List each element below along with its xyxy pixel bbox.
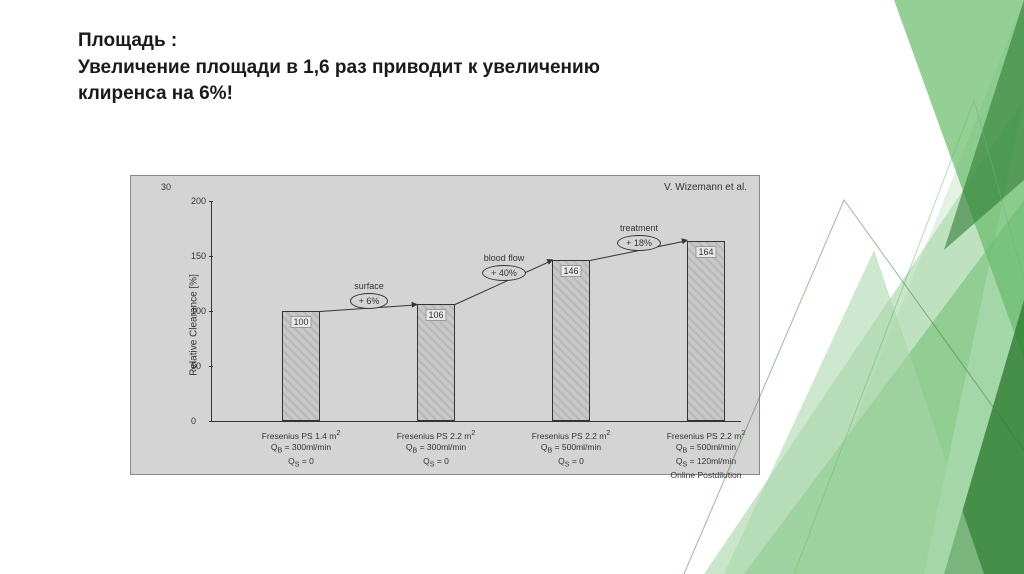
title-line-3: клиренса на 6%! (78, 81, 728, 108)
x-label-3: Fresenius PS 2.2 m2QB = 500ml/minQS = 12… (651, 429, 761, 481)
y-tick-label: 150 (191, 251, 206, 261)
bar-value-2: 146 (560, 265, 581, 277)
bar-1: 106 (417, 304, 455, 421)
clearance-chart: 30 V. Wizemann et al. Relative Clearance… (130, 175, 760, 475)
y-tick-label: 100 (191, 306, 206, 316)
bar-value-1: 106 (425, 309, 446, 321)
bar-value-0: 100 (290, 316, 311, 328)
title-line-1: Площадь : (78, 28, 728, 55)
y-tick-label: 50 (191, 361, 201, 371)
annotation-1: blood flow+ 40% (474, 253, 534, 281)
bar-value-3: 164 (695, 246, 716, 258)
plot-area: 100Fresenius PS 1.4 m2QB = 300ml/minQS =… (211, 201, 741, 421)
page-title: Площадь : Увеличение площади в 1,6 раз п… (78, 28, 728, 108)
x-label-1: Fresenius PS 2.2 m2QB = 300ml/minQS = 0 (381, 429, 491, 470)
chart-citation: V. Wizemann et al. (664, 182, 747, 193)
y-tick-label: 200 (191, 196, 206, 206)
y-tick-label: 0 (191, 416, 196, 426)
title-line-2: Увеличение площади в 1,6 раз приводит к … (78, 55, 728, 82)
annotation-0: surface+ 6% (339, 281, 399, 309)
annotation-2: treatment+ 18% (609, 223, 669, 251)
bar-3: 164 (687, 241, 725, 421)
x-label-0: Fresenius PS 1.4 m2QB = 300ml/minQS = 0 (246, 429, 356, 470)
corner-label: 30 (161, 182, 171, 192)
bar-0: 100 (282, 311, 320, 421)
x-label-2: Fresenius PS 2.2 m2QB = 500ml/minQS = 0 (516, 429, 626, 470)
bar-2: 146 (552, 260, 590, 421)
